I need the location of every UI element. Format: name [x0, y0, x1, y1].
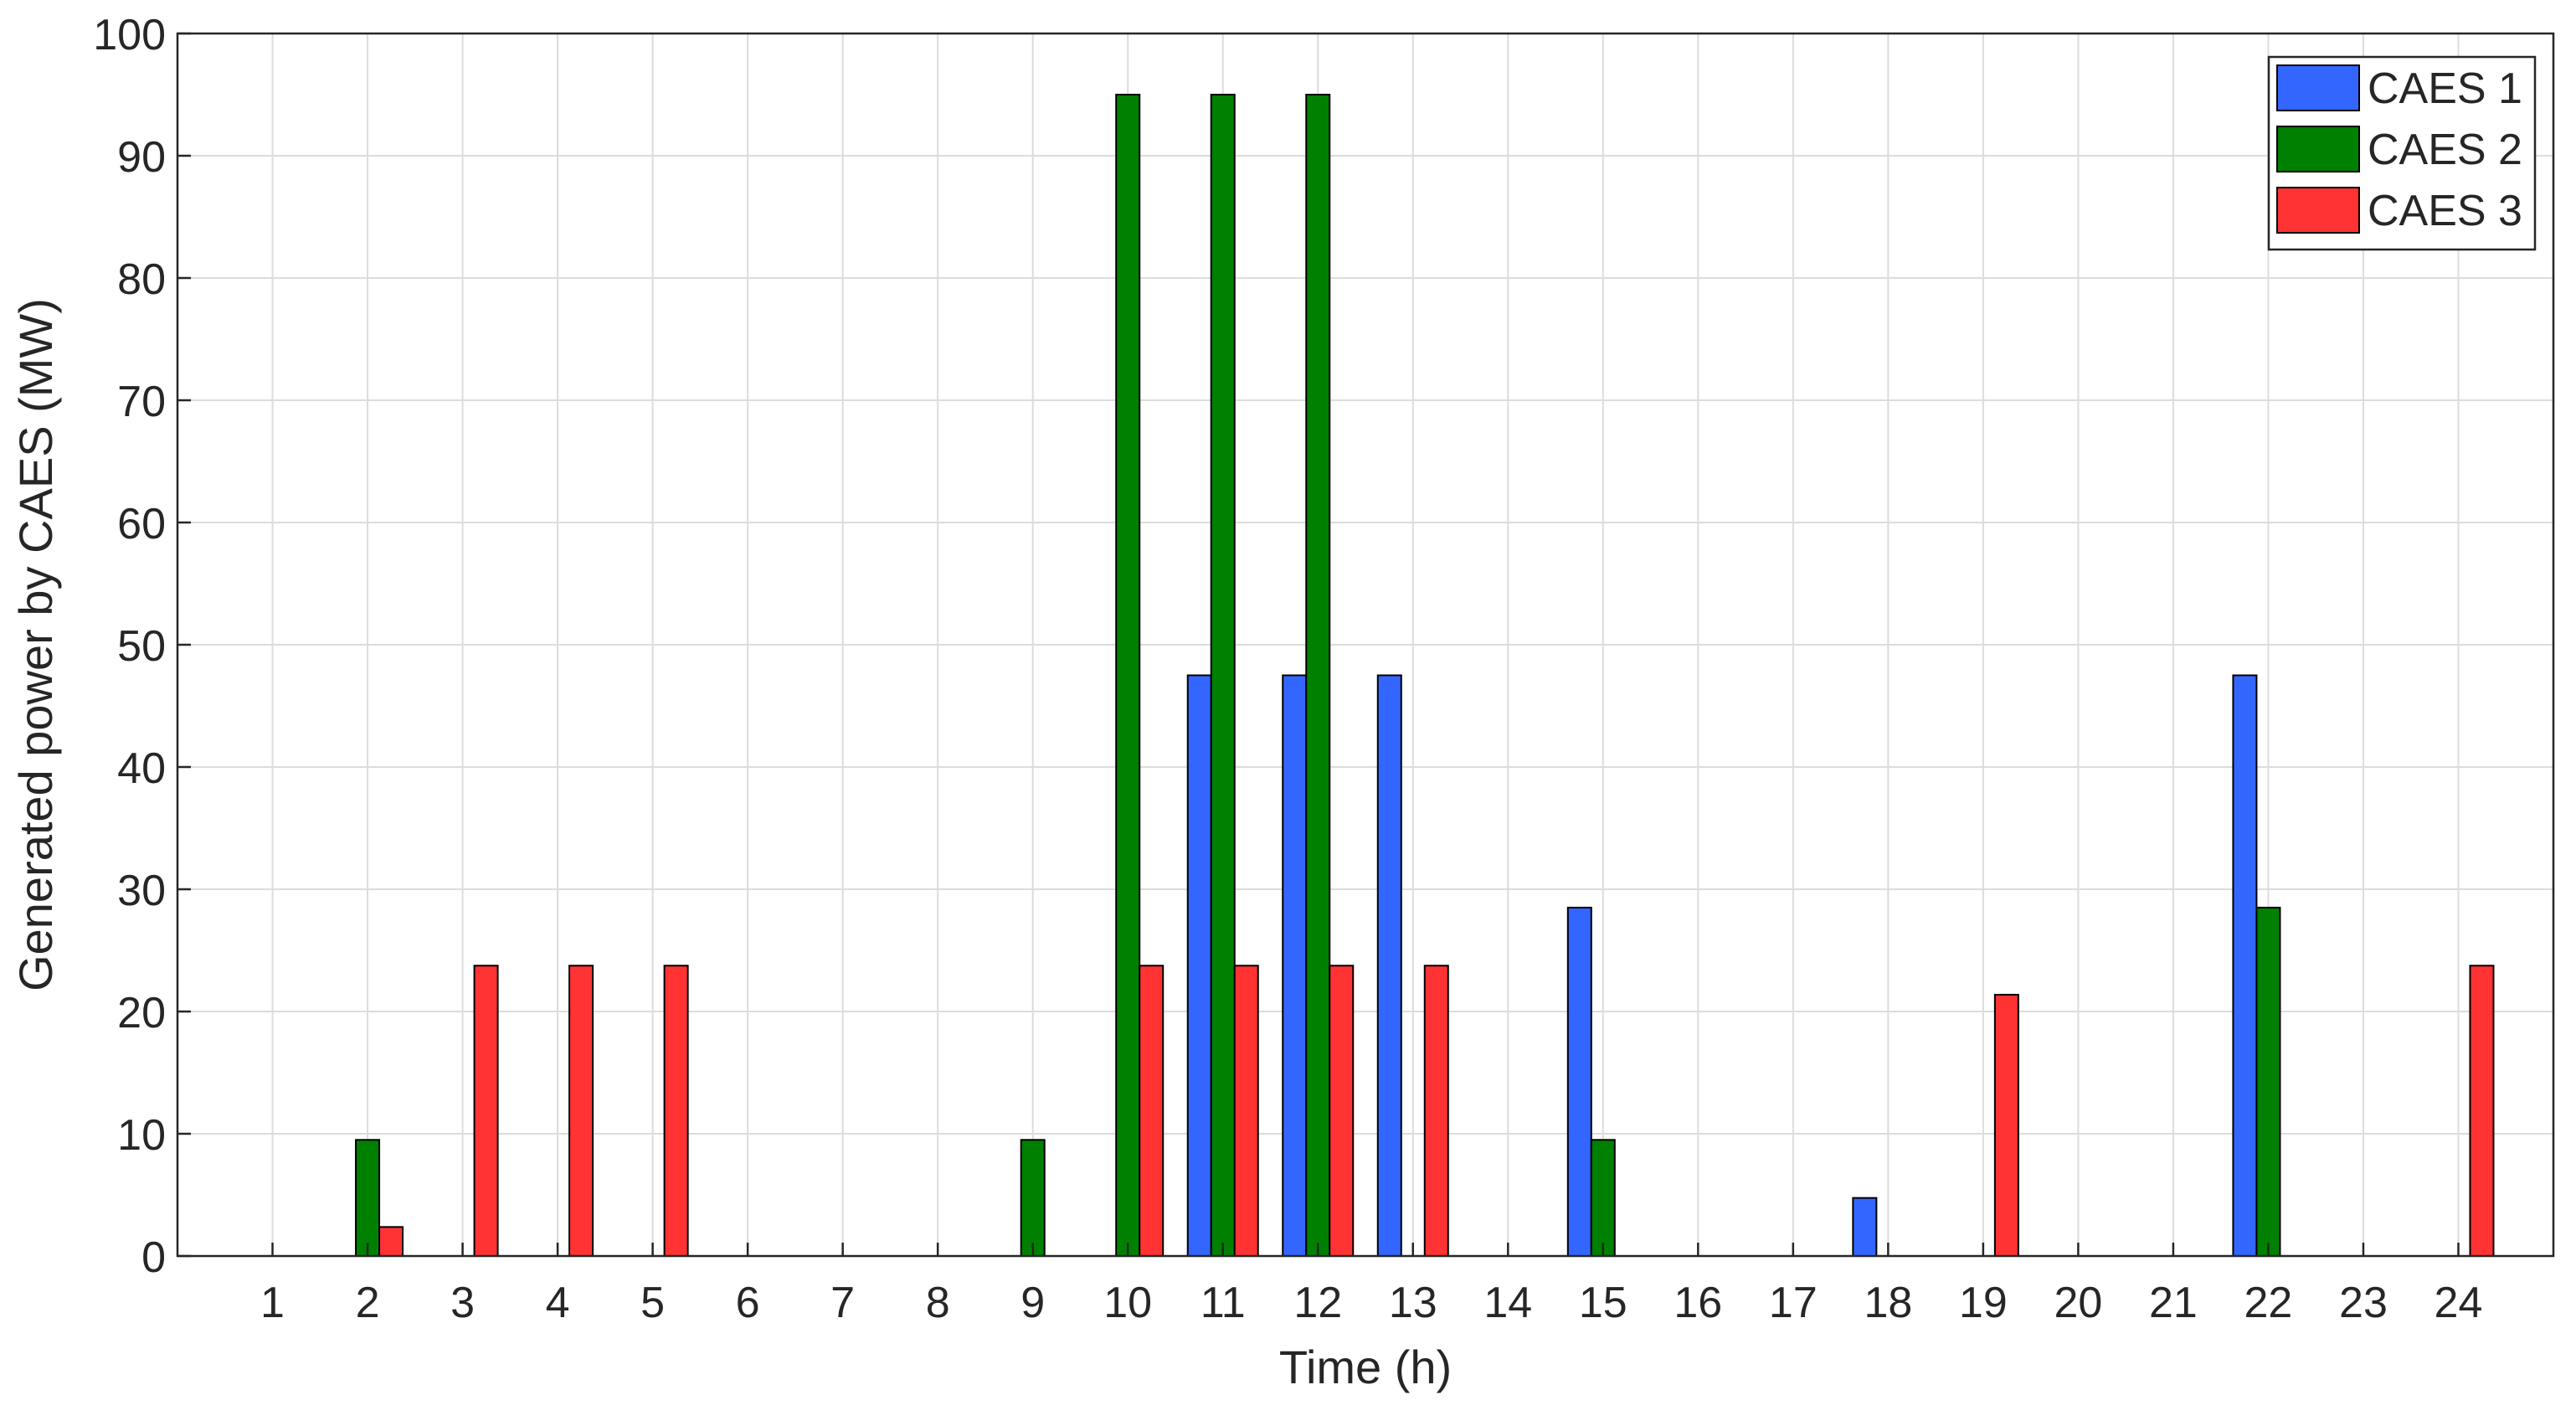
legend: CAES 1 CAES 2 CAES 3 — [2267, 55, 2537, 251]
x-tick-label: 2 — [356, 1279, 380, 1327]
x-tick-label: 17 — [1769, 1279, 1818, 1327]
x-tick-label: 24 — [2435, 1279, 2483, 1327]
bar-caes-1-t18 — [1852, 1197, 1878, 1258]
x-tick-label: 8 — [926, 1279, 950, 1327]
x-tick-label: 3 — [450, 1279, 475, 1327]
x-tick-label: 16 — [1674, 1279, 1722, 1327]
x-tick-label: 20 — [2054, 1279, 2102, 1327]
y-tick-label: 10 — [117, 1111, 166, 1160]
x-tick-label: 7 — [830, 1279, 855, 1327]
bar-caes-2-t22 — [2255, 906, 2281, 1258]
bar-caes-3-t2 — [378, 1226, 404, 1257]
bar-caes-3-t3 — [473, 965, 499, 1257]
x-tick-label: 4 — [546, 1279, 570, 1327]
x-tick-label: 9 — [1021, 1279, 1045, 1327]
y-tick-label: 80 — [117, 255, 166, 304]
y-tick-label: 0 — [141, 1233, 166, 1282]
bar-caes-1-t13 — [1376, 674, 1402, 1257]
x-tick-label: 23 — [2339, 1279, 2388, 1327]
bar-caes-2-t15 — [1590, 1139, 1616, 1258]
bar-marks — [355, 94, 2495, 1258]
bar-caes-3-t11 — [1233, 965, 1259, 1257]
bar-caes-3-t19 — [1993, 993, 2019, 1258]
x-tick-label: 14 — [1483, 1279, 1532, 1327]
x-tick-label: 6 — [736, 1279, 760, 1327]
y-tick-label: 100 — [93, 11, 166, 59]
bar-caes-3-t4 — [568, 965, 594, 1257]
bar-caes-1-t15 — [1566, 906, 1592, 1258]
bar-caes-2-t9 — [1020, 1139, 1046, 1258]
x-tick-label: 12 — [1293, 1279, 1342, 1327]
x-tick-label: 21 — [2149, 1279, 2198, 1327]
legend-swatch — [2276, 187, 2360, 234]
bar-caes-2-t10 — [1115, 94, 1141, 1257]
bar-caes-1-t22 — [2232, 674, 2258, 1257]
y-tick-label: 40 — [117, 744, 166, 793]
y-tick-label: 90 — [117, 133, 166, 182]
y-tick-label: 70 — [117, 378, 166, 426]
x-tick-label: 5 — [640, 1279, 665, 1327]
bar-caes-1-t11 — [1186, 674, 1212, 1257]
x-tick-label: 22 — [2244, 1279, 2293, 1327]
x-tick-labels: 1 2 3 4 5 6 7 8 9 10 11 12 13 14 15 16 17 18 19 20 21 22 23 24 — [260, 1243, 2482, 1327]
x-tick-label: 10 — [1103, 1279, 1152, 1327]
x-tick-label: 15 — [1579, 1279, 1627, 1327]
bar-caes-3-t10 — [1139, 965, 1165, 1257]
legend-swatch — [2276, 64, 2360, 111]
bar-caes-2-t12 — [1305, 94, 1331, 1257]
y-tick-label: 20 — [117, 989, 166, 1037]
bar-caes-3-t5 — [663, 965, 689, 1257]
x-tick-label: 13 — [1389, 1279, 1437, 1327]
bar-caes-2-t2 — [355, 1139, 381, 1258]
y-tick-labels: 0 10 20 30 40 50 60 70 80 90 100 — [93, 11, 191, 1282]
bar-caes-3-t24 — [2469, 965, 2495, 1257]
x-tick-label: 11 — [1201, 1279, 1246, 1327]
bar-caes-2-t11 — [1210, 94, 1236, 1257]
y-tick-label: 60 — [117, 500, 166, 548]
x-tick-label: 18 — [1864, 1279, 1912, 1327]
legend-swatch — [2276, 126, 2360, 172]
legend-label: CAES 3 — [2368, 187, 2522, 235]
x-tick-label: 19 — [1959, 1279, 2008, 1327]
y-tick-label: 50 — [117, 622, 166, 671]
legend-label: CAES 1 — [2368, 64, 2522, 113]
legend-label: CAES 2 — [2368, 126, 2522, 174]
bar-caes-3-t12 — [1329, 965, 1355, 1257]
x-axis-label: Time (h) — [1279, 1341, 1452, 1393]
bar-caes-1-t12 — [1282, 674, 1308, 1257]
x-tick-label: 1 — [260, 1279, 285, 1327]
bar-caes-3-t13 — [1423, 965, 1449, 1257]
y-tick-label: 30 — [117, 867, 166, 915]
y-axis-label: Generated power by CAES (MW) — [9, 298, 62, 991]
